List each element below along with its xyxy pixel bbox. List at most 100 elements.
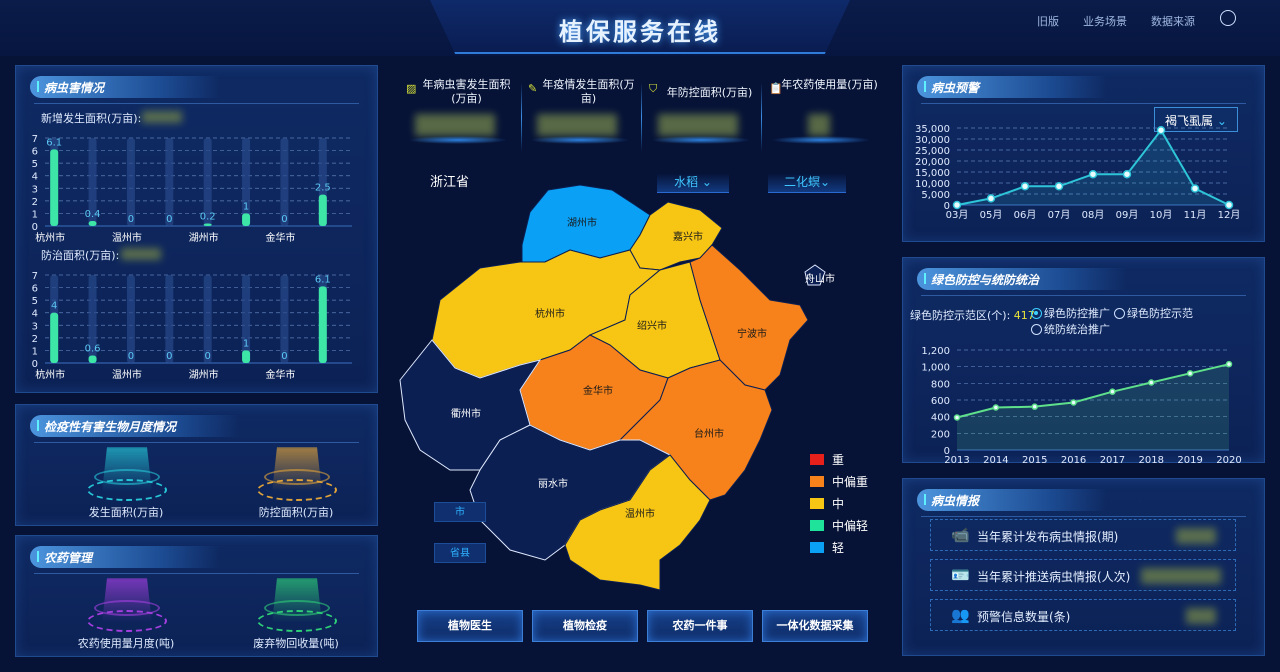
radio-green-demo[interactable]: 绿色防控示范 xyxy=(1114,305,1193,321)
legend-swatch xyxy=(810,498,824,509)
pest-select[interactable]: 二化螟⌄ xyxy=(768,173,846,193)
level-button-county[interactable]: 省县 xyxy=(434,543,486,563)
legend-label: 轻 xyxy=(832,541,845,555)
waste-pedestal-icon xyxy=(252,578,342,648)
pesticide-panel: 农药管理 农药使用量月度(吨) 废弃物回收量(吨) xyxy=(15,535,378,657)
legend-item: 中 xyxy=(810,495,844,512)
kpi-pest-area: ▨ 年病虫害发生面积(万亩) xyxy=(400,78,515,144)
header: 植保服务在线 旧版 业务场景 数据来源 xyxy=(0,0,1280,56)
demo-zone-label: 绿色防控示范区(个): 417 xyxy=(910,307,1035,323)
pest-warning-panel: 病虫预警 褐飞虱属 ⌄ xyxy=(902,65,1265,242)
panel-title: 病虫预警 xyxy=(917,76,1107,98)
divider xyxy=(34,442,359,443)
data-collection-button[interactable]: 一体化数据采集 xyxy=(762,610,868,642)
map-city-label: 温州市 xyxy=(625,507,655,520)
map-region-10[interactable] xyxy=(564,454,711,591)
province-label: 浙江省 xyxy=(430,175,470,190)
nav-old-version[interactable]: 旧版 xyxy=(1037,15,1059,28)
panel-title: 病虫情报 xyxy=(917,489,1107,511)
kpi-label: 年防控面积(万亩) xyxy=(666,86,753,99)
report-published[interactable]: 📹 当年累计发布病虫情报(期) xyxy=(930,519,1236,551)
radio-checked-icon xyxy=(1031,308,1042,319)
nav-business-scenes[interactable]: 业务场景 xyxy=(1083,15,1127,28)
map-region-5[interactable] xyxy=(804,264,826,286)
map-city-label: 丽水市 xyxy=(538,477,568,490)
crop-select[interactable]: 水稻 ⌄ xyxy=(657,173,729,193)
kpi-label: 年疫情发生面积(万亩) xyxy=(542,78,635,105)
map-city-label: 嘉兴市 xyxy=(673,230,703,243)
kpi-label: 年农药使用量(万亩) xyxy=(781,78,878,91)
title-banner xyxy=(430,0,850,54)
report-pushed[interactable]: 🪪 当年累计推送病虫情报(人次) xyxy=(930,559,1236,591)
clipboard-icon: 📋 xyxy=(769,82,783,95)
legend-swatch xyxy=(810,454,824,465)
divider xyxy=(641,82,642,152)
radio-unified-control[interactable]: 统防统治推广 xyxy=(1031,321,1110,337)
legend-label: 中偏轻 xyxy=(832,519,869,533)
divider xyxy=(921,103,1246,104)
radio-label: 统防统治推广 xyxy=(1044,323,1110,336)
map-region-1[interactable] xyxy=(629,201,723,271)
kpi-value xyxy=(658,114,738,136)
divider xyxy=(921,295,1246,296)
kpi-label: 年病虫害发生面积(万亩) xyxy=(422,78,511,105)
panel-title: 绿色防控与统防统治 xyxy=(917,268,1127,290)
map-city-label: 杭州市 xyxy=(535,307,565,320)
grid-icon: ▨ xyxy=(406,82,417,95)
user-icon[interactable] xyxy=(1220,10,1236,26)
pest-species-select[interactable]: 褐飞虱属 ⌄ xyxy=(1154,107,1238,132)
kpi-value xyxy=(808,114,830,136)
control-area-label: 防控面积(万亩) xyxy=(258,506,334,519)
radio-label: 绿色防控示范 xyxy=(1127,307,1193,320)
level-button-city[interactable]: 市 xyxy=(434,502,486,522)
kpi-value xyxy=(537,114,617,136)
pest-report-panel: 病虫情报 xyxy=(902,478,1265,656)
radio-green-promote[interactable]: 绿色防控推广 xyxy=(1031,305,1110,321)
map-city-label: 金华市 xyxy=(583,384,613,397)
pen-icon: ✎ xyxy=(528,82,538,95)
legend-label: 中偏重 xyxy=(832,475,869,489)
map-region-8[interactable] xyxy=(618,359,773,501)
legend-item: 中偏轻 xyxy=(810,517,868,534)
new-area-value xyxy=(142,111,182,123)
panel-title: 检疫性有害生物月度情况 xyxy=(30,415,240,437)
pesticide-usage-label: 农药使用量月度(吨) xyxy=(77,637,175,650)
kpi-base xyxy=(771,136,871,144)
occurrence-pedestal-icon xyxy=(82,447,172,517)
kpi-value xyxy=(415,114,495,136)
plant-quarantine-button[interactable]: 植物检疫 xyxy=(532,610,638,642)
divider xyxy=(34,573,359,574)
legend-label: 重 xyxy=(832,453,845,467)
pesticide-service-button[interactable]: 农药一件事 xyxy=(647,610,753,642)
info-label: 当年累计发布病虫情报(期) xyxy=(977,530,1119,544)
green-control-panel: 绿色防控与统防统治 绿色防控示范区(个): 417 绿色防控推广 绿色防控示范 … xyxy=(902,257,1265,463)
map-city-label: 宁波市 xyxy=(737,327,767,340)
map-city-label: 台州市 xyxy=(694,427,724,440)
plant-doctor-button[interactable]: 植物医生 xyxy=(417,610,523,642)
occurrence-area-label: 发生面积(万亩) xyxy=(88,506,164,519)
legend-swatch xyxy=(810,542,824,553)
select-value: 褐飞虱属 xyxy=(1165,114,1214,128)
legend-item: 重 xyxy=(810,451,844,468)
camera-icon: 📹 xyxy=(951,526,970,544)
waste-recycle-label: 废弃物回收量(吨) xyxy=(253,637,339,650)
pesticide-pedestal-icon xyxy=(82,578,172,648)
chevron-down-icon: ⌄ xyxy=(1216,114,1227,128)
map-city-label: 舟山市 xyxy=(805,272,835,285)
info-value xyxy=(1141,568,1221,584)
info-label: 预警信息数量(条) xyxy=(977,610,1071,624)
radio-label: 绿色防控推广 xyxy=(1044,307,1110,320)
control-area-value xyxy=(121,248,161,260)
nav-data-source[interactable]: 数据来源 xyxy=(1151,15,1195,28)
warning-count[interactable]: 👥 预警信息数量(条) xyxy=(930,599,1236,631)
control-pedestal-icon xyxy=(252,447,342,517)
control-area-label: 防治面积(万亩): xyxy=(41,249,120,262)
id-card-icon: 🪪 xyxy=(951,566,970,584)
kpi-control-area: ⛉ 年防控面积(万亩) xyxy=(643,78,758,144)
panel-title: 病虫害情况 xyxy=(30,76,220,98)
divider xyxy=(761,82,762,152)
map-city-label: 衢州市 xyxy=(451,407,481,420)
pest-situation-panel: 病虫害情况 新增发生面积(万亩): 防治面积(万亩): xyxy=(15,65,378,393)
legend-label: 中 xyxy=(832,497,845,511)
legend-swatch xyxy=(810,520,824,531)
